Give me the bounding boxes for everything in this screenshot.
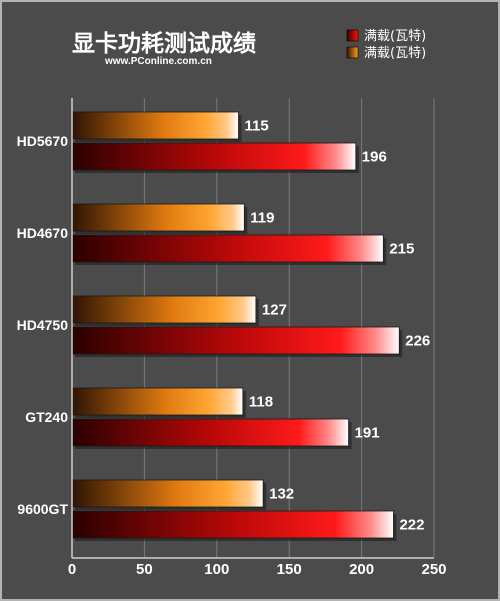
category-label-hd4670: HD4670 <box>17 225 69 241</box>
value-label-hd4750-orange: 127 <box>262 302 287 319</box>
bar-gt240-orange <box>71 387 244 416</box>
x-tick-label-250: 250 <box>421 561 446 578</box>
x-tick-label-200: 200 <box>349 561 374 578</box>
category-label-9600gt: 9600GT <box>17 501 68 517</box>
value-label-gt240-orange: 118 <box>249 394 273 411</box>
category-label-hd4750: HD4750 <box>17 317 69 333</box>
legend: 满载(瓦特) 满载(瓦特) <box>346 29 426 61</box>
category-label-hd5670: HD5670 <box>17 133 69 149</box>
value-label-9600gt-orange: 132 <box>269 486 294 503</box>
bar-hd4750-orange <box>71 295 257 324</box>
x-tick-label-150: 150 <box>277 561 302 578</box>
chart-title: 显卡功耗测试成绩 <box>72 30 256 57</box>
x-tick-label-100: 100 <box>204 561 229 578</box>
x-tick-label-50: 50 <box>136 561 153 578</box>
axes: 0 50 100 150 200 250 HD5670 HD4670 HD4750 GT240 96… <box>17 98 447 578</box>
bar-9600gt-orange <box>71 479 264 508</box>
value-label-hd4670-red: 215 <box>389 241 414 258</box>
bar-hd4670-red <box>71 234 384 263</box>
legend-swatch-full-load-red <box>346 29 359 42</box>
bar-hd4670-orange <box>71 203 245 232</box>
value-label-hd4750-red: 226 <box>405 333 430 350</box>
x-tick-label-0: 0 <box>68 561 76 578</box>
value-label-hd4670-orange: 119 <box>250 210 274 227</box>
bar-hd5670-red <box>71 142 357 171</box>
category-label-gt240: GT240 <box>25 409 68 425</box>
bar-gt240-red <box>71 418 349 447</box>
bar-hd5670-orange <box>71 111 239 140</box>
legend-label-full-load-orange: 满载(瓦特) <box>364 46 426 61</box>
value-label-hd5670-red: 196 <box>362 149 387 166</box>
chart-subtitle: www.PConline.com.cn <box>104 56 212 67</box>
bar-hd4750-red <box>71 326 400 355</box>
legend-swatch-full-load-orange <box>346 46 359 59</box>
bar-9600gt-red <box>71 510 394 539</box>
value-label-gt240-red: 191 <box>355 425 380 442</box>
legend-label-full-load-red: 满载(瓦特) <box>364 29 426 44</box>
value-label-9600gt-red: 222 <box>399 517 424 534</box>
value-label-hd5670-orange: 115 <box>245 118 269 135</box>
bars: 115 196 119 215 127 226 118 191 132 222 <box>71 111 430 541</box>
